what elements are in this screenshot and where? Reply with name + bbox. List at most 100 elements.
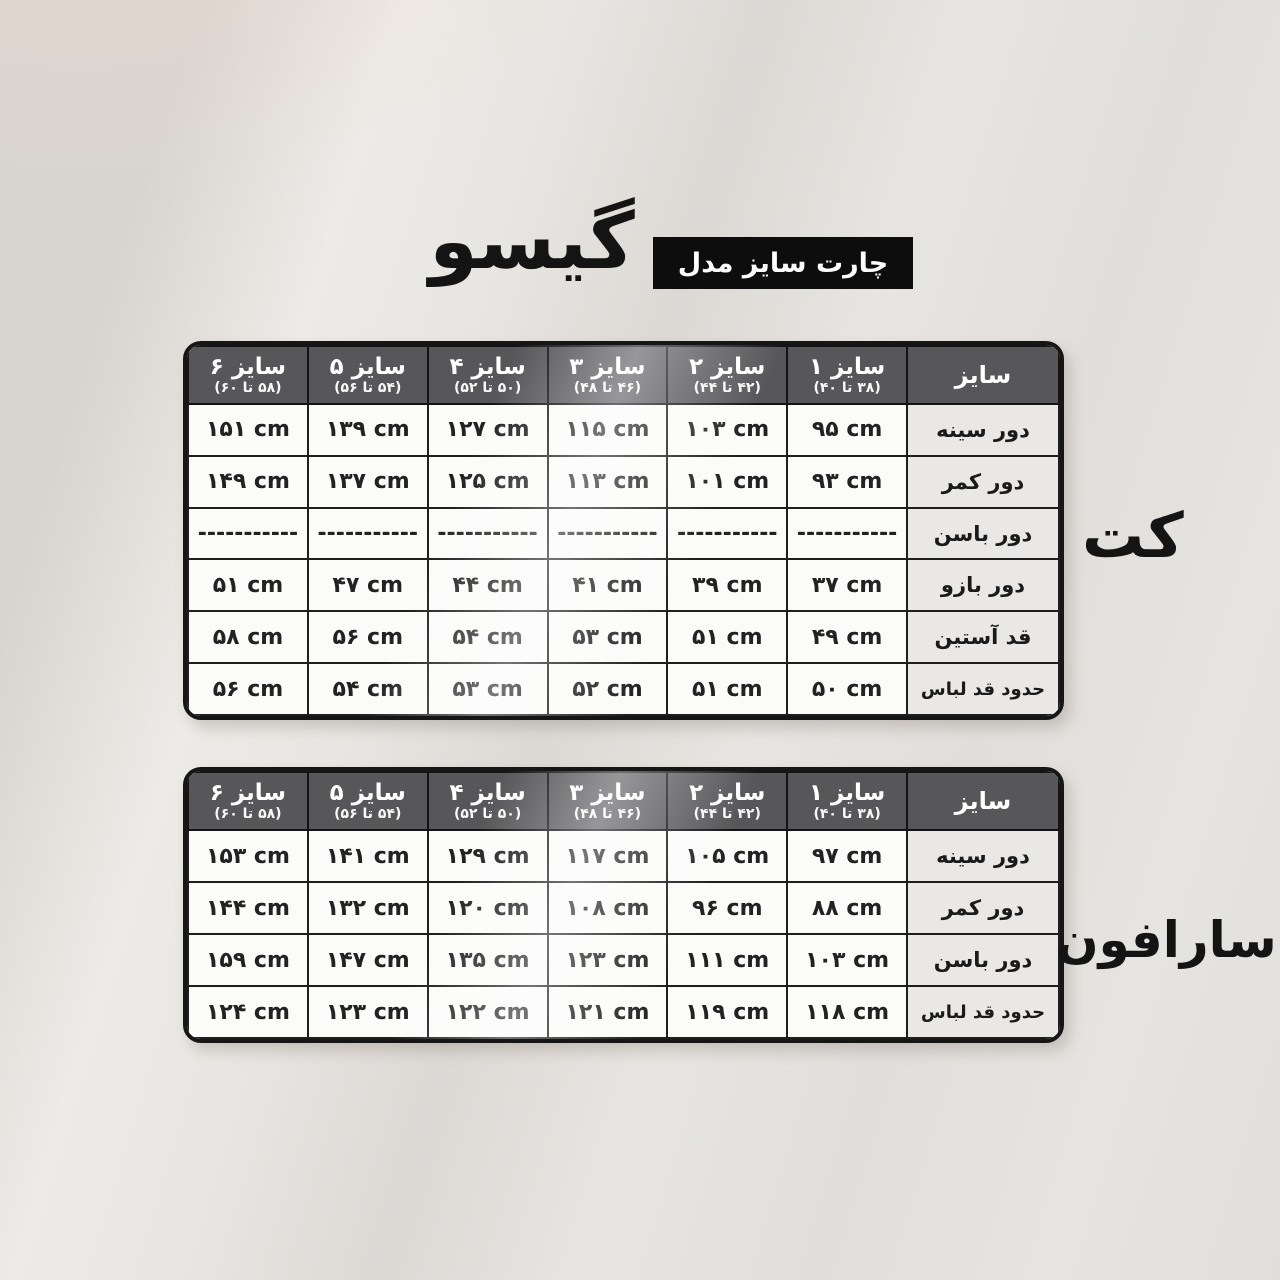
size-col-header: سایز ۳ (۴۶ تا ۴۸): [546, 345, 669, 405]
size-value-cell: ۱۲۳ cm: [306, 985, 429, 1039]
table-row: دور سینه ۹۷ cm ۱۰۵ cm ۱۱۷ cm ۱۲۹ cm ۱۴۱ …: [187, 829, 1060, 883]
size-value-cell: ۱۰۱ cm: [666, 454, 789, 509]
size-value-cell: ۴۹ cm: [786, 610, 908, 665]
row-label-cell: حدود قد لباس: [906, 662, 1060, 716]
size-value-cell: ۱۵۹ cm: [187, 933, 309, 987]
row-label-cell: دور سینه: [906, 403, 1060, 457]
size-value-cell: ۱۱۱ cm: [666, 933, 789, 987]
size-value-cell: -----------: [546, 506, 669, 561]
size-range: (۳۸ تا ۴۰): [813, 806, 881, 823]
size-value-cell: ۴۴ cm: [426, 558, 549, 613]
size-value-cell: ۱۰۸ cm: [546, 881, 669, 935]
size-value-cell: ۱۲۳ cm: [546, 933, 669, 987]
size-value-cell: ۵۳ cm: [546, 610, 669, 665]
row-label-cell: دور سینه: [906, 829, 1060, 883]
table-row: دور کمر ۹۳ cm ۱۰۱ cm ۱۱۳ cm ۱۲۵ cm ۱۳۷ c…: [187, 454, 1060, 509]
size-range: (۴۶ تا ۴۸): [573, 380, 642, 397]
size-value-cell: ۱۱۳ cm: [546, 454, 669, 509]
size-value-cell: ۵۶ cm: [187, 662, 309, 716]
table-row: دور باسن ۱۰۳ cm ۱۱۱ cm ۱۲۳ cm ۱۳۵ cm ۱۴۷…: [187, 933, 1060, 987]
size-range: (۴۶ تا ۴۸): [573, 806, 642, 823]
size-corner-header: سایز: [906, 771, 1060, 831]
size-range: (۵۰ تا ۵۲): [453, 380, 522, 397]
size-name: سایز ۱: [808, 779, 886, 806]
sarafon-size-table: سایز سایز ۱ (۳۸ تا ۴۰) سایز ۲ (۴۲ تا ۴۴)…: [183, 767, 1064, 1043]
size-value-cell: ۵۳ cm: [426, 662, 549, 716]
size-col-header: سایز ۶ (۵۸ تا ۶۰): [187, 771, 309, 831]
size-name: سایز ۳: [569, 779, 646, 806]
size-value-cell: ۳۷ cm: [786, 558, 908, 613]
row-label-cell: دور بازو: [906, 558, 1060, 613]
table-row: حدود قد لباس ۱۱۸ cm ۱۱۹ cm ۱۲۱ cm ۱۲۲ cm…: [187, 985, 1060, 1039]
table-row: دور سینه ۹۵ cm ۱۰۳ cm ۱۱۵ cm ۱۲۷ cm ۱۳۹ …: [187, 403, 1060, 457]
size-range: (۵۴ تا ۵۶): [334, 380, 402, 397]
size-range: (۵۸ تا ۶۰): [214, 806, 282, 823]
size-value-cell: ۸۸ cm: [786, 881, 908, 935]
size-value-cell: ۱۵۳ cm: [187, 829, 309, 883]
size-value-cell: ۱۰۳ cm: [786, 933, 908, 987]
size-value-cell: ۱۴۹ cm: [187, 454, 309, 509]
size-value-cell: ۵۰ cm: [786, 662, 908, 716]
table-row: دور بازو ۳۷ cm ۳۹ cm ۴۱ cm ۴۴ cm ۴۷ cm ۵…: [187, 558, 1060, 613]
size-col-header: سایز ۲ (۴۲ تا ۴۴): [666, 771, 789, 831]
row-label-cell: دور باسن: [906, 933, 1060, 987]
size-value-cell: ۹۵ cm: [786, 403, 908, 457]
size-value-cell: ۱۳۷ cm: [306, 454, 429, 509]
size-value-cell: ۱۲۰ cm: [426, 881, 549, 935]
size-value-cell: ۱۱۵ cm: [546, 403, 669, 457]
table-row: قد آستین ۴۹ cm ۵۱ cm ۵۳ cm ۵۴ cm ۵۶ cm ۵…: [187, 610, 1060, 665]
size-value-cell: ۱۴۱ cm: [306, 829, 429, 883]
size-value-cell: ۱۰۳ cm: [666, 403, 789, 457]
size-value-cell: -----------: [306, 506, 429, 561]
size-col-header: سایز ۱ (۳۸ تا ۴۰): [786, 771, 908, 831]
size-range: (۴۲ تا ۴۴): [693, 380, 761, 397]
size-value-cell: ۱۲۱ cm: [546, 985, 669, 1039]
size-value-cell: ۱۳۹ cm: [306, 403, 429, 457]
size-value-cell: ۱۳۵ cm: [426, 933, 549, 987]
size-col-header: سایز ۴ (۵۰ تا ۵۲): [426, 345, 549, 405]
size-col-header: سایز ۱ (۳۸ تا ۴۰): [786, 345, 908, 405]
size-name: سایز ۲: [689, 353, 766, 380]
size-value-cell: ۵۶ cm: [306, 610, 429, 665]
size-value-cell: ۵۴ cm: [426, 610, 549, 665]
size-range: (۵۴ تا ۵۶): [334, 806, 402, 823]
size-value-cell: ۱۳۲ cm: [306, 881, 429, 935]
header-row: سایز سایز ۱ (۳۸ تا ۴۰) سایز ۲ (۴۲ تا ۴۴)…: [187, 771, 1060, 831]
size-name: سایز ۲: [689, 779, 766, 806]
row-label-cell: حدود قد لباس: [906, 985, 1060, 1039]
size-value-cell: ۴۷ cm: [306, 558, 429, 613]
jacket-size-table: سایز سایز ۱ (۳۸ تا ۴۰) سایز ۲ (۴۲ تا ۴۴)…: [183, 341, 1064, 720]
size-value-cell: ۹۷ cm: [786, 829, 908, 883]
size-value-cell: ۱۴۷ cm: [306, 933, 429, 987]
row-label-cell: دور کمر: [906, 454, 1060, 509]
size-value-cell: ۵۸ cm: [187, 610, 309, 665]
row-label-cell: دور باسن: [906, 506, 1060, 561]
size-corner-header: سایز: [906, 345, 1060, 405]
size-value-cell: ۱۲۷ cm: [426, 403, 549, 457]
size-name: سایز ۳: [569, 353, 646, 380]
size-value-cell: ۴۱ cm: [546, 558, 669, 613]
side-label-jacket: کت: [1082, 499, 1184, 572]
size-range: (۴۲ تا ۴۴): [693, 806, 761, 823]
row-label-cell: دور کمر: [906, 881, 1060, 935]
table-row: حدود قد لباس ۵۰ cm ۵۱ cm ۵۲ cm ۵۳ cm ۵۴ …: [187, 662, 1060, 716]
size-col-header: سایز ۴ (۵۰ تا ۵۲): [426, 771, 549, 831]
size-value-cell: ۵۱ cm: [666, 610, 789, 665]
size-name: سایز ۱: [808, 353, 886, 380]
size-value-cell: ۳۹ cm: [666, 558, 789, 613]
table-row: دور کمر ۸۸ cm ۹۶ cm ۱۰۸ cm ۱۲۰ cm ۱۳۲ cm…: [187, 881, 1060, 935]
size-col-header: سایز ۲ (۴۲ تا ۴۴): [666, 345, 789, 405]
header-row: سایز سایز ۱ (۳۸ تا ۴۰) سایز ۲ (۴۲ تا ۴۴)…: [187, 345, 1060, 405]
size-value-cell: ۱۱۹ cm: [666, 985, 789, 1039]
size-value-cell: -----------: [426, 506, 549, 561]
size-name: سایز ۵: [329, 779, 406, 806]
size-col-header: سایز ۵ (۵۴ تا ۵۶): [306, 345, 429, 405]
size-value-cell: -----------: [666, 506, 789, 561]
size-range: (۵۰ تا ۵۲): [453, 806, 522, 823]
size-value-cell: ۱۱۸ cm: [786, 985, 908, 1039]
size-value-cell: -----------: [786, 506, 908, 561]
size-value-cell: ۱۰۵ cm: [666, 829, 789, 883]
size-name: سایز ۶: [209, 353, 287, 380]
size-value-cell: ۵۴ cm: [306, 662, 429, 716]
